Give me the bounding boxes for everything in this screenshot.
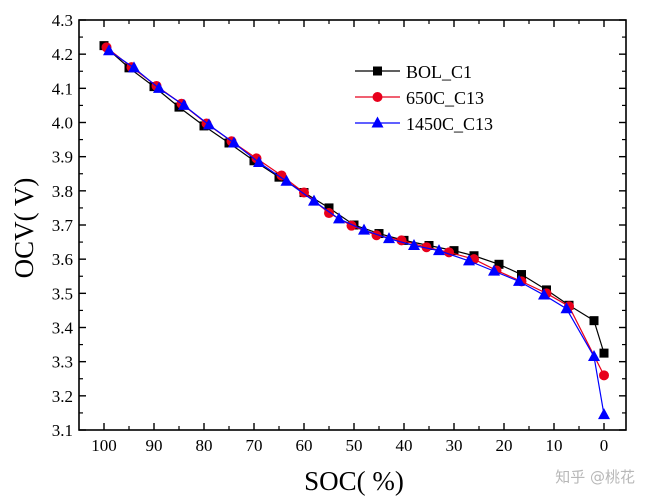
x-tick-label: 0 [600, 436, 609, 455]
data-point [488, 264, 500, 276]
data-point [599, 370, 609, 381]
data-point [538, 288, 550, 300]
x-axis-ticks: 100 90 80 70 60 50 40 30 20 10 0 [91, 20, 608, 455]
y-tick-label: 3.4 [52, 319, 74, 338]
y-tick-label: 3.8 [52, 182, 73, 201]
y-tick-label: 3.7 [52, 216, 74, 235]
data-point [494, 259, 504, 269]
series-1450C_C13 [103, 44, 610, 420]
watermark: 知乎 @桃花 [555, 468, 635, 486]
y-tick-label: 4.3 [52, 11, 73, 30]
data-point [599, 348, 609, 358]
data-point [588, 350, 600, 362]
legend-marker [372, 92, 383, 102]
data-point [433, 244, 445, 256]
y-tick-label: 3.9 [52, 148, 73, 167]
x-tick-label: 90 [146, 436, 163, 455]
data-point [128, 61, 140, 73]
series-BOL_C1 [99, 41, 609, 358]
x-tick-label: 60 [296, 436, 313, 455]
x-tick-label: 50 [346, 436, 363, 455]
y-axis-ticks: 3.1 3.2 3.3 3.4 3.5 3.6 3.7 3.8 3.9 4.0 4.1 4.2 4.3 [52, 11, 626, 440]
y-tick-label: 4.0 [52, 114, 73, 133]
data-point [371, 230, 382, 241]
x-tick-label: 80 [196, 436, 213, 455]
data-point [253, 155, 265, 167]
y-axis-label: OCV( V) [9, 178, 39, 279]
y-tick-label: 3.1 [52, 421, 73, 440]
legend-marker [373, 66, 382, 76]
x-tick-label: 20 [496, 436, 513, 455]
data-point [517, 270, 526, 280]
y-tick-label: 3.5 [52, 284, 73, 303]
data-point [358, 223, 370, 235]
x-tick-label: 40 [396, 436, 413, 455]
data-point [383, 232, 395, 244]
data-point [598, 408, 610, 420]
data-point [178, 98, 190, 110]
data-point [103, 44, 115, 56]
data-point [513, 274, 525, 286]
data-point [463, 254, 475, 266]
data-point [280, 174, 293, 186]
y-tick-label: 4.1 [52, 79, 73, 98]
legend-label: 650C_C13 [406, 88, 484, 108]
data-point [276, 170, 287, 181]
x-tick-label: 70 [246, 436, 263, 455]
y-tick-label: 3.6 [52, 250, 73, 269]
data-point [203, 118, 215, 130]
x-tick-label: 10 [546, 436, 563, 455]
data-point [449, 246, 459, 256]
x-tick-label: 100 [91, 436, 117, 455]
x-axis-label: SOC( %) [304, 466, 404, 496]
data-point [228, 136, 240, 148]
data-point [589, 316, 599, 326]
y-tick-label: 4.2 [52, 45, 73, 64]
data-point [396, 235, 407, 246]
legend-label: BOL_C1 [406, 62, 472, 82]
legend-label: 1450C_C13 [406, 114, 493, 134]
data-point [308, 194, 320, 206]
legend-marker [371, 116, 384, 128]
legend: BOL_C1 650C_C13 1450C_C13 [355, 62, 493, 134]
data-point [408, 239, 420, 250]
series-line [103, 45, 605, 354]
data-point [560, 302, 573, 314]
series-650C_C13 [101, 42, 609, 381]
x-tick-label: 30 [446, 436, 463, 455]
data-point [421, 242, 432, 253]
data-point [324, 203, 334, 213]
data-point [333, 212, 345, 224]
series-layer [99, 41, 610, 420]
data-point [153, 81, 165, 93]
y-tick-label: 3.3 [52, 353, 73, 372]
y-tick-label: 3.2 [52, 387, 73, 406]
